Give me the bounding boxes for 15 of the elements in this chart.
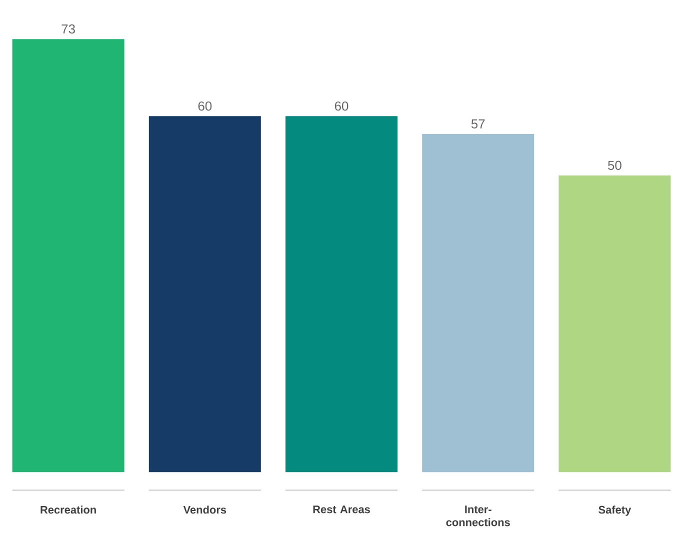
x-tick-label: Rest Areas (313, 506, 370, 514)
data-label: 50 (608, 160, 622, 170)
data-label: 73 (62, 24, 75, 34)
data-label: 60 (334, 101, 348, 111)
x-tick-label: Vendors (183, 506, 226, 514)
x-tick-label: Recreation (40, 506, 96, 514)
bar (12, 39, 124, 472)
bar (558, 175, 671, 472)
bar (285, 116, 398, 472)
data-label: 57 (471, 119, 485, 128)
bar (422, 134, 534, 472)
x-tick-label: Inter-connections (446, 506, 510, 526)
bar (148, 116, 261, 472)
x-tick-label: Safety (598, 506, 632, 516)
data-label: 60 (198, 101, 212, 111)
